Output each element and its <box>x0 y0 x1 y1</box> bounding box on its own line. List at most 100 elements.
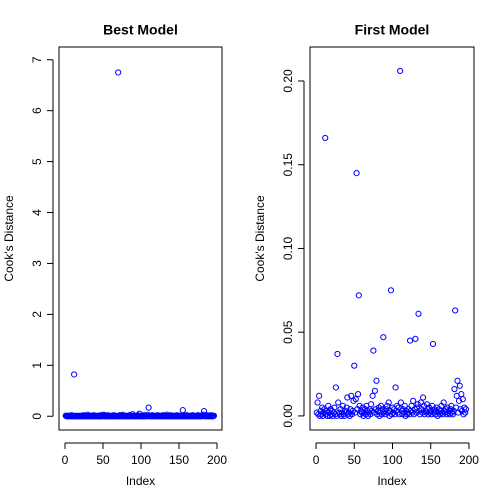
point <box>351 362 358 369</box>
point <box>377 402 385 409</box>
point <box>332 411 339 418</box>
point <box>456 382 463 389</box>
point <box>352 396 359 403</box>
point <box>388 411 395 418</box>
point <box>353 170 360 177</box>
point <box>343 404 350 411</box>
point <box>367 411 374 418</box>
point <box>339 402 346 409</box>
point <box>460 411 467 418</box>
y-tick-label: 4 <box>30 209 44 216</box>
point <box>334 350 341 358</box>
x-axis-label: Index <box>126 474 155 488</box>
y-tick-label: 5 <box>30 158 44 165</box>
point <box>332 384 340 391</box>
point <box>322 134 329 142</box>
point <box>371 387 379 394</box>
point <box>331 404 338 411</box>
point <box>393 402 401 409</box>
point <box>344 394 351 401</box>
y-tick-label: 0.05 <box>281 320 295 344</box>
plot-box <box>309 46 475 431</box>
x-tick-label: 200 <box>459 453 479 467</box>
point <box>458 391 465 398</box>
point <box>145 404 152 411</box>
point <box>397 399 405 406</box>
point <box>115 69 122 76</box>
plot-box <box>58 46 223 431</box>
point <box>348 392 355 399</box>
x-tick-label: 100 <box>131 453 151 467</box>
point <box>370 347 377 354</box>
x-tick-label: 200 <box>207 453 227 467</box>
point <box>445 407 453 415</box>
y-tick-label: 6 <box>30 107 44 114</box>
x-tick-label: 50 <box>96 453 110 467</box>
point <box>406 337 414 344</box>
point <box>455 397 463 404</box>
point <box>317 407 324 415</box>
point <box>408 402 415 409</box>
y-tick-label: 0.00 <box>281 404 295 428</box>
y-axis-label: Cook's Distance <box>2 195 16 282</box>
point <box>412 335 419 342</box>
point <box>459 396 466 403</box>
x-tick-label: 150 <box>169 453 189 467</box>
point <box>355 292 362 299</box>
point <box>373 377 380 384</box>
y-tick-label: 1 <box>30 362 44 369</box>
point <box>383 406 390 413</box>
point <box>335 399 342 406</box>
point <box>462 406 469 413</box>
point <box>419 394 427 401</box>
point <box>404 409 411 416</box>
point <box>385 399 392 406</box>
point <box>380 334 387 341</box>
point <box>326 412 333 420</box>
point <box>451 386 458 393</box>
point <box>384 402 391 409</box>
y-tick-label: 0.20 <box>281 69 295 93</box>
point <box>319 412 327 420</box>
point <box>421 411 428 418</box>
point <box>447 406 454 413</box>
point <box>391 411 398 418</box>
y-tick-label: 2 <box>30 311 44 318</box>
x-tick-label: 100 <box>382 453 402 467</box>
point <box>361 409 368 416</box>
point <box>354 391 362 398</box>
point <box>367 401 375 408</box>
point <box>348 411 356 418</box>
point <box>462 409 469 416</box>
point <box>369 392 376 399</box>
y-tick-label: 7 <box>30 56 44 63</box>
point <box>454 377 461 384</box>
x-tick-label: 50 <box>348 453 362 467</box>
x-tick-label: 0 <box>313 453 320 467</box>
point <box>410 397 417 404</box>
y-tick-label: 3 <box>30 260 44 267</box>
point <box>397 67 404 75</box>
chart-title: First Model <box>355 22 430 38</box>
y-tick-label: 0.15 <box>281 153 295 177</box>
point <box>449 411 456 418</box>
point <box>414 401 421 408</box>
point <box>452 307 459 314</box>
point <box>417 399 424 406</box>
point <box>345 409 353 416</box>
point <box>179 407 186 414</box>
y-axis-label: Cook's Distance <box>253 195 267 282</box>
point <box>429 340 437 348</box>
point <box>314 399 321 406</box>
y-tick-label: 0 <box>30 413 44 420</box>
chart-title: Best Model <box>103 22 178 38</box>
point <box>392 384 399 391</box>
y-tick-label: 0.10 <box>281 236 295 260</box>
point <box>390 409 397 416</box>
point <box>371 409 378 416</box>
x-tick-label: 0 <box>62 453 69 467</box>
point <box>71 371 78 378</box>
x-tick-label: 150 <box>421 453 441 467</box>
point <box>406 411 413 418</box>
